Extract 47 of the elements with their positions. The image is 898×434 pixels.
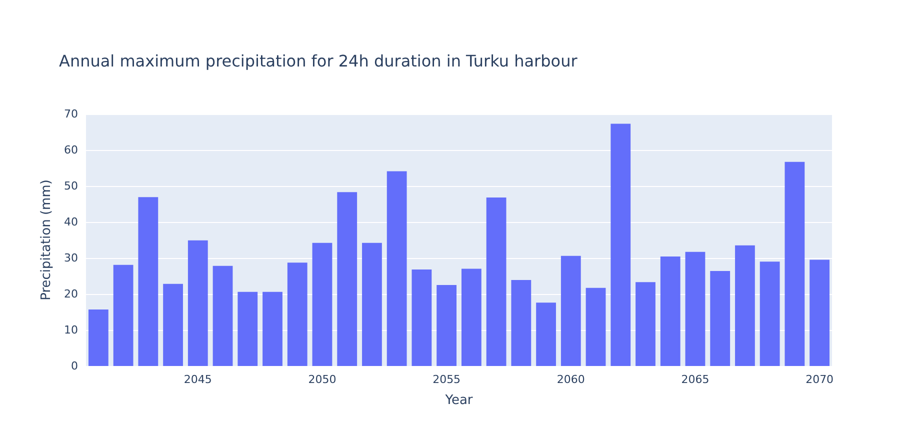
bar — [586, 288, 606, 366]
bar — [412, 270, 432, 366]
y-tick-label: 70 — [64, 108, 78, 120]
bar — [536, 302, 556, 366]
bar — [735, 245, 755, 366]
y-axis-title: Precipitation (mm) — [39, 180, 54, 300]
x-tick-label: 2055 — [432, 373, 461, 386]
bar — [163, 284, 183, 366]
x-tick-label: 2060 — [556, 373, 585, 386]
bar — [238, 292, 258, 366]
x-axis-title: Year — [444, 393, 474, 408]
x-tick-label: 2065 — [681, 373, 710, 386]
bar — [436, 285, 457, 366]
bar — [660, 256, 680, 366]
x-tick-label: 2050 — [308, 373, 336, 386]
bar — [784, 162, 805, 366]
bar — [113, 264, 134, 366]
bar — [386, 171, 407, 366]
bar — [461, 268, 482, 366]
chart-title: Annual maximum precipitation for 24h duration in Turku harbour — [59, 52, 578, 70]
bar — [636, 282, 656, 366]
bar — [212, 266, 233, 366]
bar — [685, 252, 706, 366]
bar — [560, 256, 581, 366]
x-tick-label: 2070 — [806, 373, 834, 386]
y-tick-label: 20 — [64, 288, 78, 300]
x-tick-label: 2045 — [184, 373, 212, 386]
bar — [88, 309, 108, 366]
bar — [486, 198, 506, 366]
y-tick-label: 50 — [64, 180, 78, 192]
bar — [287, 262, 308, 366]
bar — [810, 260, 830, 366]
y-tick-label: 0 — [71, 360, 78, 372]
y-tick-label: 30 — [64, 252, 78, 264]
bar — [610, 124, 631, 366]
bar — [262, 292, 282, 366]
bar — [511, 280, 532, 366]
bar — [138, 197, 158, 366]
bar — [337, 192, 358, 366]
bar — [362, 242, 382, 366]
bar — [710, 270, 730, 366]
bar — [312, 242, 332, 366]
bar — [760, 262, 780, 366]
bar — [188, 240, 208, 366]
y-tick-label: 10 — [64, 324, 78, 336]
y-tick-label: 40 — [64, 216, 78, 228]
y-tick-label: 60 — [64, 144, 78, 156]
